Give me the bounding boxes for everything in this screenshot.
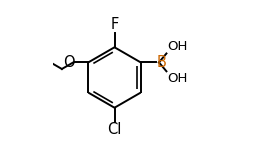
Text: B: B <box>157 55 166 70</box>
Text: OH: OH <box>167 72 187 85</box>
Text: Cl: Cl <box>107 122 122 137</box>
Text: O: O <box>63 55 74 70</box>
Text: OH: OH <box>167 40 187 53</box>
Text: F: F <box>110 17 119 32</box>
